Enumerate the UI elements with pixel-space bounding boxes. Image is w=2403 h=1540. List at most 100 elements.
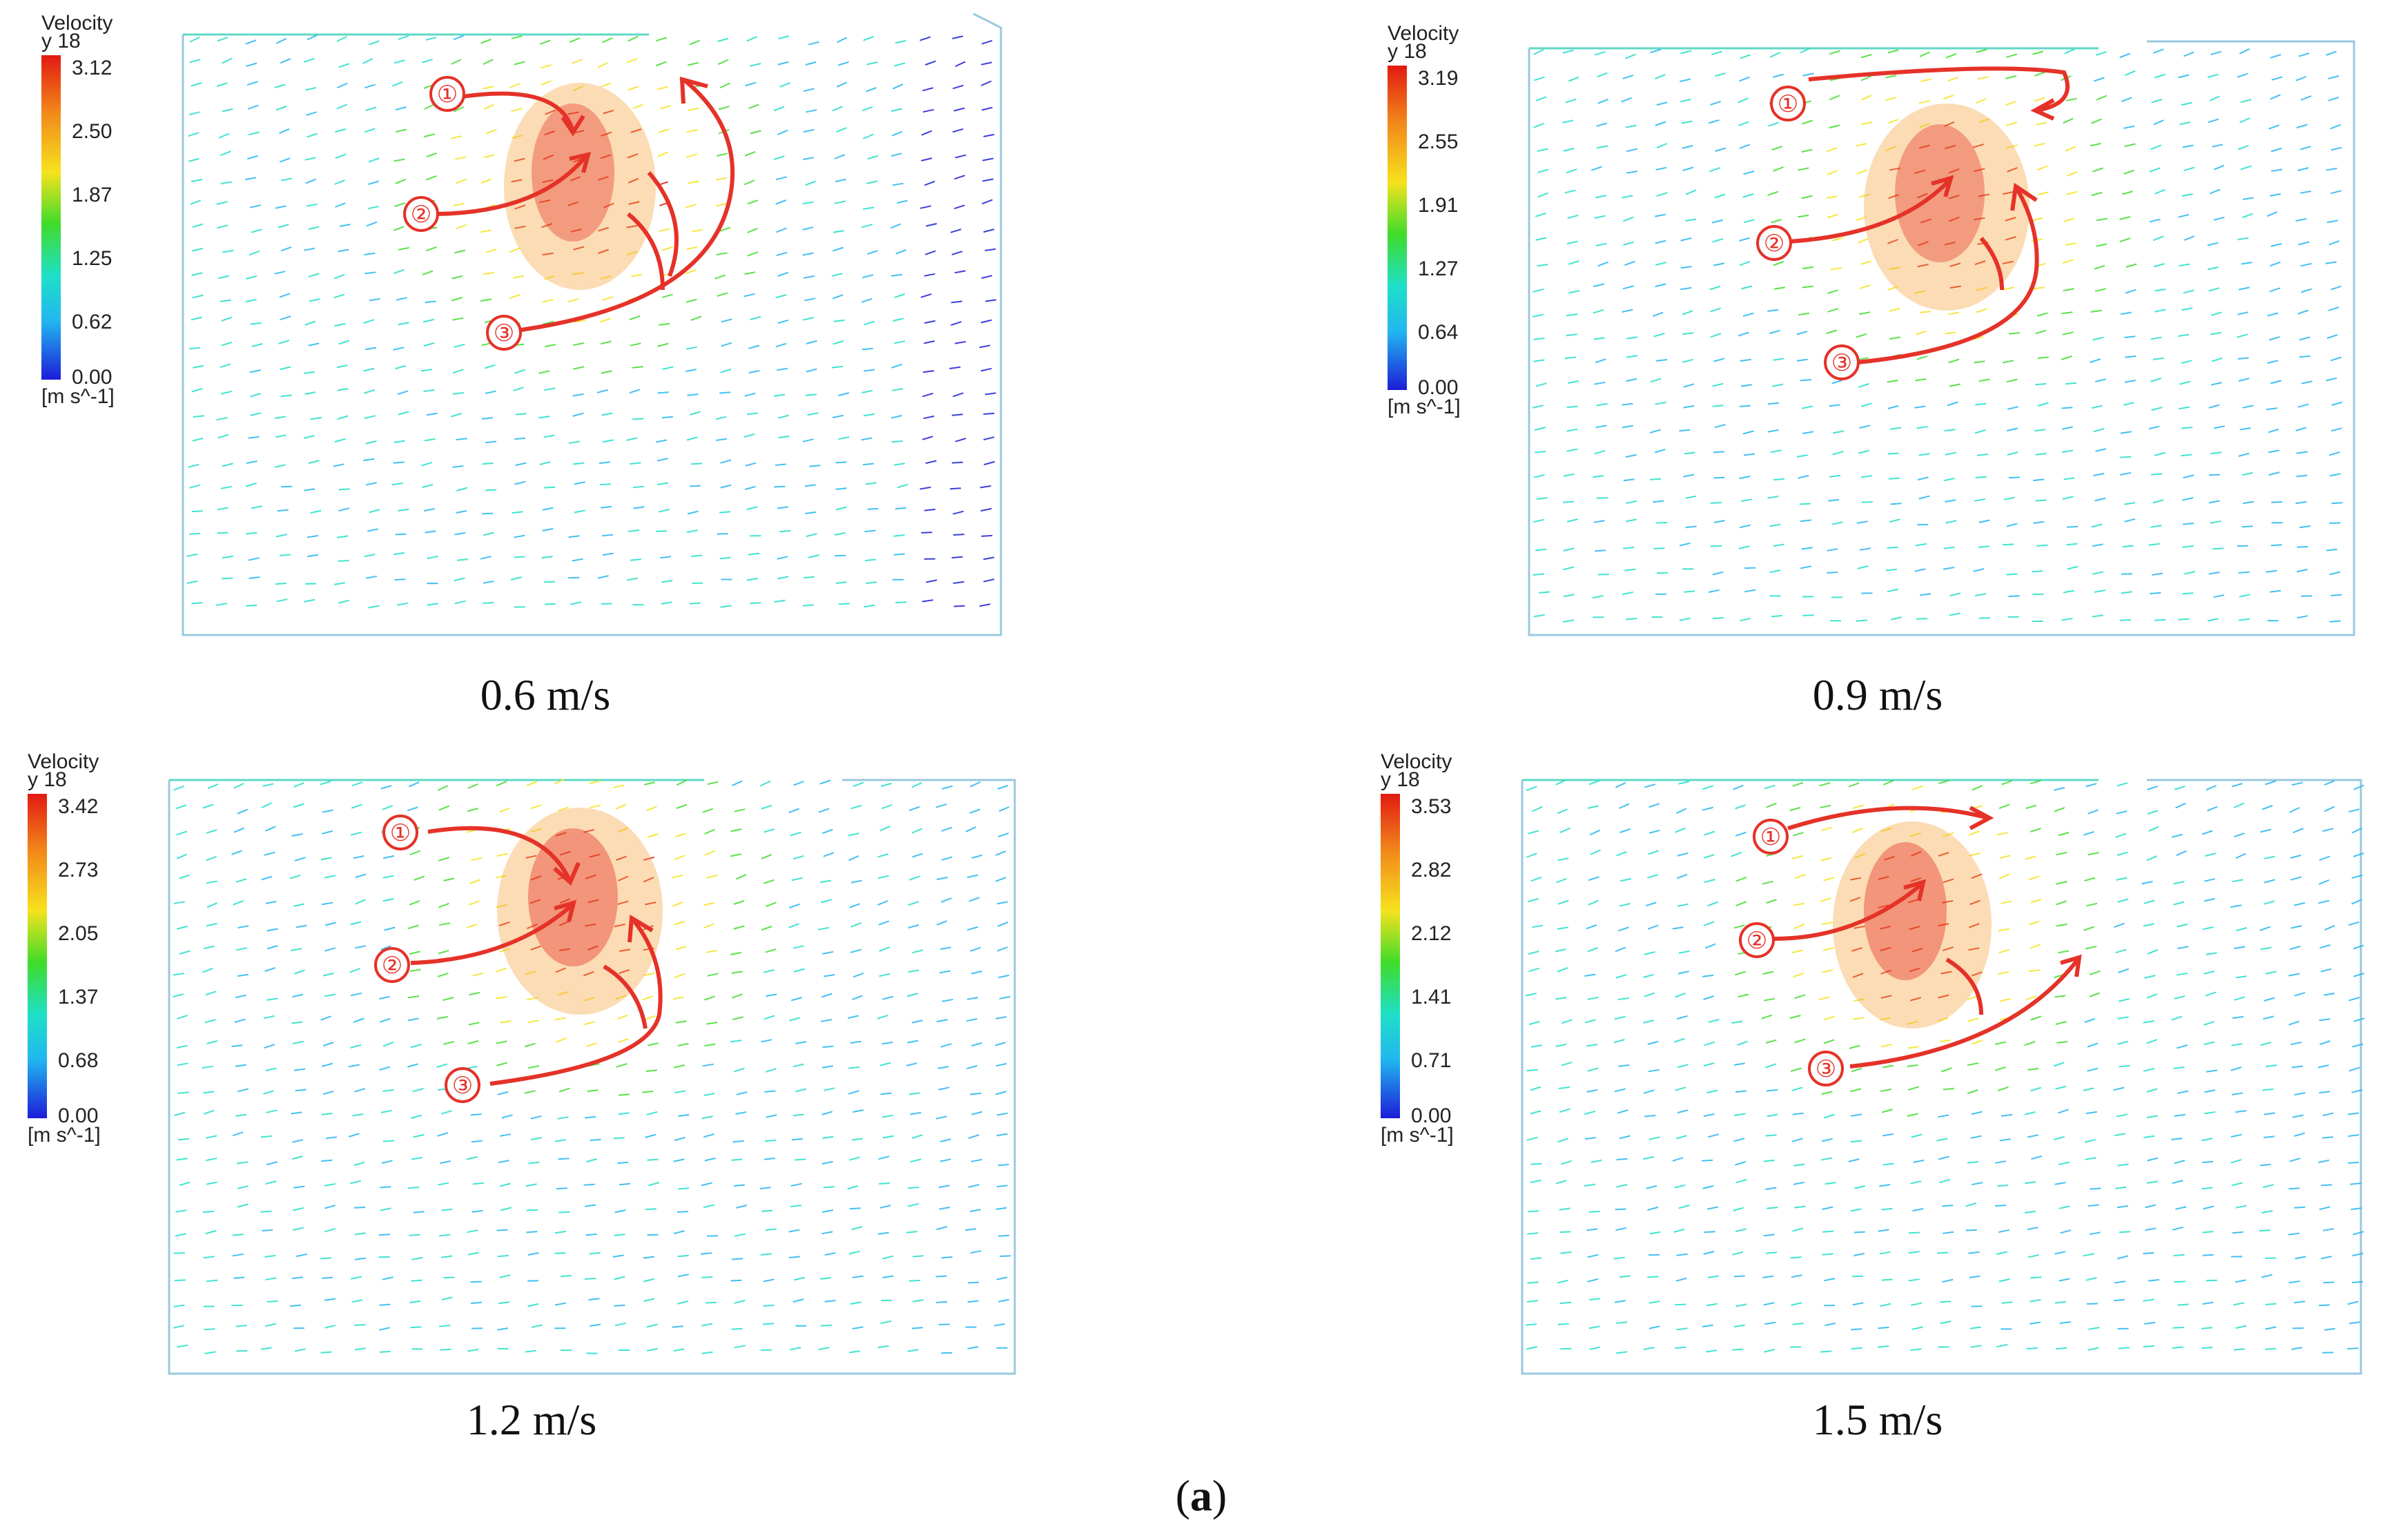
velocity-vector — [2085, 1157, 2096, 1160]
velocity-vector — [2119, 216, 2131, 220]
velocity-vector — [179, 874, 191, 879]
velocity-vector — [177, 1091, 189, 1094]
velocity-vector — [206, 829, 217, 834]
velocity-vector — [1910, 997, 1922, 1002]
velocity-vector — [865, 482, 877, 485]
velocity-vector — [467, 1251, 479, 1256]
velocity-vector — [966, 926, 978, 931]
velocity-vector — [496, 1062, 508, 1066]
velocity-vector — [1563, 547, 1575, 552]
velocity-vector — [1949, 262, 1961, 267]
velocity-vector — [2207, 266, 2219, 271]
velocity-vector — [912, 1299, 924, 1303]
velocity-vector — [601, 412, 613, 416]
velocity-vector — [1623, 241, 1635, 246]
velocity-vector — [246, 532, 257, 535]
velocity-vector — [2062, 449, 2074, 453]
velocity-vector — [2320, 1256, 2333, 1260]
velocity-vector — [206, 1181, 217, 1185]
velocity-vector — [1557, 966, 1568, 973]
annotation-arrow-3b — [647, 171, 679, 277]
velocity-vector — [274, 416, 286, 419]
velocity-vector — [422, 483, 434, 489]
velocity-vector — [1879, 1184, 1891, 1187]
velocity-vector — [835, 200, 846, 204]
velocity-vector — [275, 205, 286, 209]
velocity-vector — [175, 1233, 186, 1237]
velocity-vector — [1714, 72, 1726, 77]
velocity-vector — [790, 1347, 801, 1351]
velocity-vector — [425, 175, 437, 181]
velocity-vector — [802, 252, 814, 256]
velocity-vector — [632, 366, 643, 369]
velocity-vector — [603, 109, 614, 115]
velocity-vector — [2154, 188, 2166, 195]
velocity-vector — [1595, 549, 1606, 552]
velocity-vector — [304, 320, 316, 326]
velocity-vector — [573, 366, 585, 370]
velocity-vector — [1853, 1252, 1865, 1257]
velocity-vector — [1535, 237, 1547, 241]
velocity-vector — [589, 853, 601, 858]
velocity-vector — [2125, 355, 2137, 358]
velocity-vector — [1656, 101, 1668, 106]
velocity-vector — [1887, 405, 1899, 409]
velocity-vector — [2201, 1187, 2213, 1190]
velocity-vector — [880, 1320, 892, 1325]
velocity-vector — [2267, 312, 2279, 317]
velocity-vector — [1648, 1136, 1660, 1140]
velocity-vector — [266, 945, 278, 950]
velocity-vector — [2150, 525, 2162, 528]
velocity-vector — [730, 1279, 742, 1282]
velocity-vector — [1614, 1300, 1626, 1303]
velocity-vector — [2213, 425, 2226, 429]
velocity-vector — [1851, 1067, 1862, 1073]
velocity-vector — [1704, 830, 1715, 836]
velocity-vector — [294, 1348, 306, 1352]
velocity-vector — [2001, 1301, 2013, 1304]
hot-zone — [1833, 821, 1992, 1029]
velocity-vector — [984, 248, 996, 251]
velocity-vector — [544, 275, 555, 280]
velocity-vector — [1919, 51, 1931, 57]
velocity-vector — [264, 1044, 275, 1049]
velocity-vector — [413, 1211, 425, 1214]
velocity-vector — [659, 228, 670, 233]
velocity-vector — [2147, 948, 2159, 955]
velocity-vector — [1764, 1349, 1776, 1353]
velocity-vector — [1827, 572, 1838, 574]
velocity-vector — [1563, 619, 1575, 623]
velocity-vector — [436, 1063, 448, 1068]
velocity-vector — [324, 1325, 336, 1329]
velocity-vector — [468, 1022, 480, 1026]
velocity-vector — [968, 1134, 980, 1139]
velocity-vector — [600, 505, 612, 509]
velocity-vector — [2208, 287, 2220, 292]
hot-zone — [497, 808, 663, 1015]
velocity-vector — [2033, 478, 2045, 482]
velocity-vector — [788, 923, 800, 928]
velocity-vector — [955, 61, 966, 68]
velocity-vector — [1911, 1133, 1923, 1138]
velocity-vector — [499, 948, 511, 953]
velocity-vector — [1969, 852, 1981, 857]
velocity-vector — [2289, 1158, 2301, 1162]
velocity-vector — [2236, 927, 2248, 932]
velocity-vector — [2201, 830, 2213, 835]
velocity-vector — [395, 128, 407, 133]
velocity-vector — [2353, 1231, 2364, 1236]
velocity-vector — [2174, 1280, 2186, 1283]
velocity-vector — [1712, 237, 1724, 243]
velocity-vector — [1827, 170, 1838, 176]
legend-title: Velocity — [41, 12, 113, 35]
velocity-vector — [685, 204, 697, 208]
velocity-vector — [2231, 783, 2243, 788]
velocity-vector — [527, 1020, 539, 1024]
velocity-vector — [496, 904, 507, 908]
velocity-vector — [1739, 260, 1751, 266]
velocity-vector — [1767, 496, 1779, 499]
marker-2: ② — [382, 952, 402, 979]
velocity-vector — [1626, 500, 1637, 505]
velocity-vector — [1971, 971, 1983, 977]
velocity-vector — [1969, 899, 1981, 906]
